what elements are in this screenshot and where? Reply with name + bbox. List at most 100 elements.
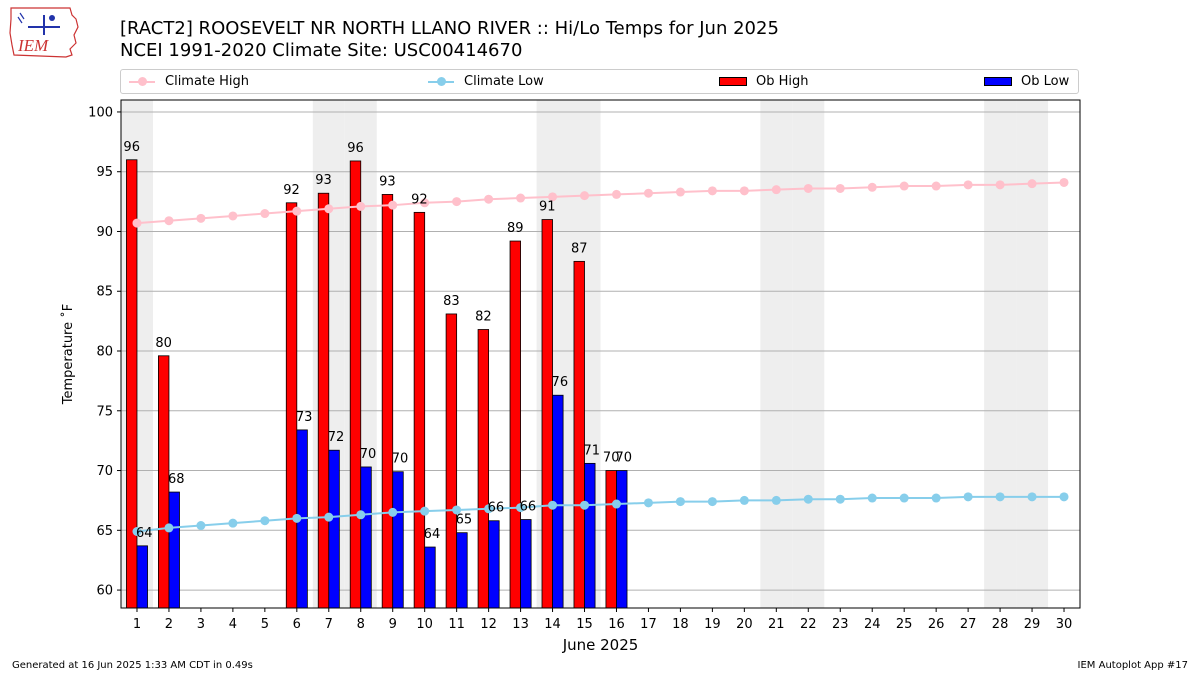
chart-title: [RACT2] ROOSEVELT NR NORTH LLANO RIVER :… [120,18,779,39]
ob-high-bar [445,313,458,609]
climate-low-point [643,498,653,508]
climate-high-point [324,204,334,214]
ob-high-bar [509,240,521,609]
climate-low-point [516,503,526,513]
ob-low-label: 71 [584,443,601,458]
climate-low-point [484,504,494,514]
climate-low-point [835,494,845,504]
climate-high-point [931,181,941,191]
climate-low-point [132,527,142,537]
climate-high-point [196,213,206,223]
y-tick-label: 65 [96,524,113,539]
climate-low-point [1027,492,1037,502]
ob-low-bar [456,532,468,609]
climate-low-point [675,497,685,507]
ob-high-bar [413,211,426,609]
weekend-band [760,100,793,608]
ob-high-label: 89 [507,221,524,236]
climate-low-point [707,497,717,507]
ob-low-label: 70 [392,452,409,467]
x-tick-label: 3 [197,617,205,632]
climate-high-point [707,186,717,196]
logo-text: IEM [17,36,49,55]
x-tick-label: 1 [133,617,141,632]
weekend-band [792,100,825,608]
ob-high-swatch [719,77,747,86]
weekend-band [984,100,1017,608]
ob-low-label: 64 [424,527,441,542]
y-tick-label: 85 [96,285,113,300]
climate-high-point [611,189,621,199]
climate-low-point [771,495,781,505]
chart-subtitle: NCEI 1991-2020 Climate Site: USC00414670 [120,40,523,61]
climate-high-point [228,211,238,221]
ob-low-bar [520,519,532,609]
ob-high-label: 70 [603,451,620,466]
app-note: IEM Autoplot App #17 [1077,660,1188,671]
x-tick-label: 9 [389,617,397,632]
ob-low-bar [584,462,596,609]
ob-high-label: 93 [379,174,396,189]
climate-high-point [484,194,494,204]
ob-high-bar [605,470,617,609]
climate-high-point [516,193,526,203]
y-tick-label: 75 [96,404,113,419]
ob-low-bar [168,491,180,609]
ob-high-label: 92 [283,183,300,198]
climate-high-swatch [129,76,155,86]
climate-low-point [899,493,909,503]
legend-ob-low: Ob Low [984,70,1069,93]
y-tick-label: 95 [96,165,113,180]
x-tick-label: 29 [1024,617,1041,632]
legend-ob-high: Ob High [719,70,809,93]
climate-low-point [580,500,590,510]
climate-low-point [292,513,302,523]
ob-low-label: 68 [168,472,185,487]
weekend-band [1016,100,1049,608]
ob-high-label: 80 [155,336,172,351]
x-tick-label: 10 [416,617,433,632]
x-tick-label: 27 [960,617,977,632]
ob-low-label: 73 [296,410,313,425]
x-tick-label: 15 [576,617,593,632]
climate-high-point [739,186,749,196]
climate-high-point [995,180,1005,190]
y-tick-label: 70 [96,464,113,479]
generated-note: Generated at 16 Jun 2025 1:33 AM CDT in … [12,660,253,671]
x-tick-label: 12 [480,617,497,632]
legend-ob-low-label: Ob Low [1021,74,1070,89]
x-tick-label: 6 [293,617,301,632]
x-tick-label: 19 [704,617,721,632]
climate-high-point [388,200,398,210]
climate-high-point [675,187,685,197]
x-tick-label: 7 [325,617,333,632]
ob-low-label: 70 [615,451,632,466]
climate-low-point [164,523,174,533]
axes-frame [120,99,1081,609]
x-tick-label: 13 [512,617,529,632]
legend-climate-high: Climate High [129,70,249,93]
climate-low-line [136,495,1065,533]
x-tick-label: 14 [544,617,561,632]
ob-low-bar [328,449,340,609]
ob-low-bar [392,471,404,609]
ob-high-bar [477,329,490,609]
climate-low-point [931,493,941,503]
legend-ob-high-label: Ob High [756,74,809,89]
climate-high-point [1027,179,1037,189]
climate-high-point [580,191,590,201]
y-axis-label: Temperature ˚F [60,304,76,405]
climate-high-line [136,181,1065,225]
climate-low-point [867,493,877,503]
x-tick-label: 20 [736,617,753,632]
climate-high-point [548,192,558,202]
climate-high-point [452,197,462,207]
ob-low-label: 64 [136,526,153,541]
iem-logo: IEM [8,5,82,61]
climate-high-point [420,198,430,208]
climate-high-point [803,183,813,193]
climate-low-point [995,492,1005,502]
ob-high-label: 83 [443,294,460,309]
x-tick-label: 25 [896,617,913,632]
